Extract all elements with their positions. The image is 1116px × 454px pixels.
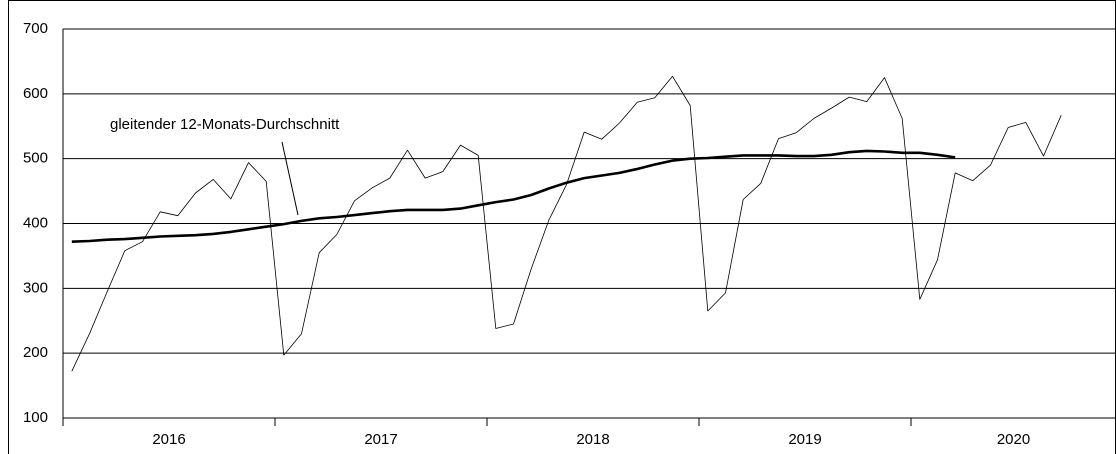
x-tick-label: 2019 xyxy=(788,431,821,448)
y-tick-label: 300 xyxy=(23,279,48,296)
plot-area xyxy=(71,75,1062,372)
series-line xyxy=(71,149,956,243)
y-tick-label: 600 xyxy=(23,85,48,102)
y-tick-label: 500 xyxy=(23,150,48,167)
y-tick-label: 100 xyxy=(23,409,48,426)
annotation: gleitender 12-Monats-Durchschnitt xyxy=(110,116,340,133)
series-line xyxy=(71,75,1062,372)
x-tick-label: 2018 xyxy=(576,431,609,448)
x-tick-label: 2016 xyxy=(152,431,185,448)
y-tick-label: 700 xyxy=(23,20,48,37)
annotation-leader xyxy=(281,141,299,216)
x-tick-label: 2017 xyxy=(364,431,397,448)
y-tick-label: 200 xyxy=(23,344,48,361)
x-tick-label: 2020 xyxy=(997,431,1030,448)
y-tick-label: 400 xyxy=(23,214,48,231)
